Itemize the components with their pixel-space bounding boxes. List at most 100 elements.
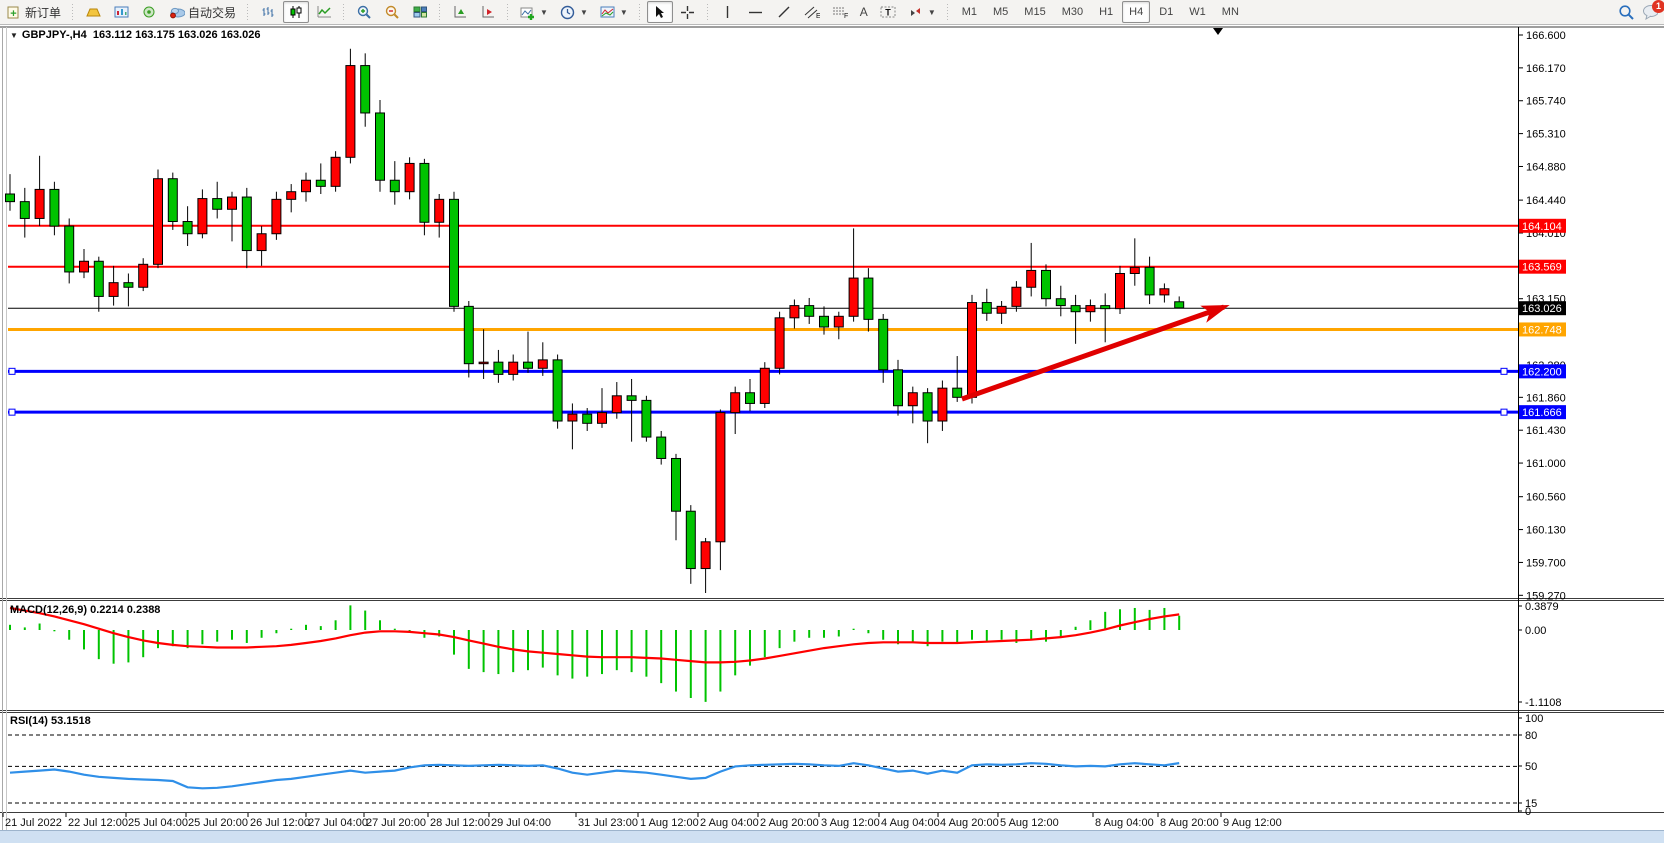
arrows-tool-button[interactable]: ▼ bbox=[903, 1, 941, 23]
chart-shift-button[interactable] bbox=[475, 1, 501, 23]
fibonacci-tool-button[interactable]: F bbox=[827, 1, 853, 23]
text-label-tool-button[interactable]: T bbox=[875, 1, 901, 23]
periods-button[interactable]: ▼ bbox=[555, 1, 593, 23]
horizontal-scrollbar[interactable] bbox=[0, 831, 1664, 843]
bar-chart-button[interactable] bbox=[255, 1, 281, 23]
auto-scroll-icon bbox=[452, 4, 468, 20]
timeframe-w1-button[interactable]: W1 bbox=[1189, 6, 1206, 18]
line-chart-button[interactable] bbox=[311, 1, 337, 23]
price-tick-label: 159.270 bbox=[1526, 590, 1566, 602]
text-tool-button[interactable]: A bbox=[855, 1, 873, 23]
tile-windows-button[interactable] bbox=[407, 1, 433, 23]
trendline-tool-button[interactable] bbox=[771, 1, 797, 23]
price-badge-label: 164.104 bbox=[1522, 221, 1562, 233]
chart-shift-marker-icon[interactable] bbox=[1213, 28, 1223, 35]
timeframe-m1-button[interactable]: M1 bbox=[961, 6, 978, 18]
equidistant-channel-tool-button[interactable]: E bbox=[799, 1, 825, 23]
candle-body bbox=[241, 196, 252, 252]
auto-trading-cloud-icon bbox=[169, 4, 186, 20]
auto-trading-button[interactable]: 自动交易 bbox=[164, 1, 241, 23]
toolbar-grip[interactable] bbox=[945, 4, 950, 20]
rsi-axis-label: 100 bbox=[1525, 713, 1543, 725]
candle-body bbox=[597, 412, 607, 424]
time-tick-label: 9 Aug 12:00 bbox=[1223, 817, 1282, 829]
time-tick-label: 29 Jul 04:00 bbox=[491, 817, 551, 829]
template-icon bbox=[600, 4, 616, 20]
zoom-in-button[interactable] bbox=[351, 1, 377, 23]
price-tick-label: 159.700 bbox=[1526, 557, 1566, 569]
collapse-marker-icon[interactable]: ▼ bbox=[10, 31, 18, 40]
candle-body bbox=[996, 305, 1007, 314]
line-handle[interactable] bbox=[1500, 408, 1508, 416]
price-tick-label: 160.560 bbox=[1526, 492, 1566, 504]
zoom-out-icon bbox=[384, 4, 400, 20]
toolbar-grip[interactable] bbox=[246, 4, 251, 20]
timeframe-m5-button[interactable]: M5 bbox=[993, 6, 1009, 18]
candle-body bbox=[907, 392, 918, 407]
toolbar-grip[interactable] bbox=[71, 4, 76, 20]
chat-icon[interactable]: 1 bbox=[1642, 0, 1664, 20]
chart-shift-icon bbox=[480, 4, 496, 20]
line-handle[interactable] bbox=[8, 367, 16, 375]
candle-body bbox=[5, 193, 15, 203]
timeframe-h1-button[interactable]: H1 bbox=[1099, 6, 1114, 18]
fibonacci-icon: F bbox=[832, 4, 848, 20]
time-tick-label: 25 Jul 04:00 bbox=[128, 817, 188, 829]
notification-badge: 1 bbox=[1652, 0, 1664, 13]
price-badge bbox=[1519, 405, 1566, 420]
time-tick-label: 5 Aug 12:00 bbox=[1000, 817, 1059, 829]
candle-body bbox=[375, 112, 385, 181]
candle-body bbox=[123, 282, 134, 288]
gold-button[interactable] bbox=[80, 1, 106, 23]
candle-body bbox=[730, 392, 741, 414]
templates-button[interactable]: ▼ bbox=[595, 1, 633, 23]
price-axis: 166.600 166.170 165.740 165.310 164.880 164.4… bbox=[1518, 30, 1566, 818]
toolbar-grip[interactable] bbox=[342, 4, 347, 20]
new-order-button[interactable]: + 新订单 bbox=[1, 1, 66, 23]
macd-axis-label: -1.1108 bbox=[1525, 697, 1562, 709]
timeframe-d1-button[interactable]: D1 bbox=[1159, 6, 1174, 18]
toolbar-grip[interactable] bbox=[705, 4, 710, 20]
timeframe-m15-button[interactable]: M15 bbox=[1024, 6, 1046, 18]
search-icon[interactable] bbox=[1618, 4, 1634, 20]
dropdown-caret-icon: ▼ bbox=[927, 7, 936, 17]
crosshair-icon bbox=[680, 4, 696, 20]
candle-body bbox=[360, 65, 371, 114]
candle-body bbox=[967, 302, 977, 398]
toolbar-grip[interactable] bbox=[506, 4, 511, 20]
horizontal-line-tool-button[interactable] bbox=[743, 1, 769, 23]
toolbar-grip[interactable] bbox=[637, 4, 642, 20]
auto-scroll-button[interactable] bbox=[447, 1, 473, 23]
price-tick-label: 161.860 bbox=[1526, 392, 1566, 404]
candle-body bbox=[19, 201, 30, 219]
trend-arrow[interactable] bbox=[961, 304, 1230, 402]
timeframe-h4-button[interactable]: H4 bbox=[1122, 1, 1151, 23]
line-handle[interactable] bbox=[1500, 367, 1508, 375]
price-badge-label: 163.569 bbox=[1522, 262, 1562, 274]
zoom-out-button[interactable] bbox=[379, 1, 405, 23]
vertical-line-tool-button[interactable] bbox=[715, 1, 741, 23]
time-tick-label: 28 Jul 12:00 bbox=[430, 817, 490, 829]
toolbar-grip[interactable] bbox=[438, 4, 443, 20]
crosshair-tool-button[interactable] bbox=[675, 1, 701, 23]
candle-body bbox=[611, 395, 622, 414]
price-badge bbox=[1519, 322, 1566, 337]
line-handle[interactable] bbox=[8, 408, 16, 416]
indicators-button[interactable]: ▼ bbox=[515, 1, 553, 23]
rsi-axis-label: 15 bbox=[1525, 798, 1537, 810]
price-badge-label: 162.200 bbox=[1522, 366, 1562, 378]
main-toolbar: + 新订单 自动交易 bbox=[0, 0, 1664, 25]
candle-body bbox=[759, 367, 770, 404]
candle-body bbox=[256, 233, 267, 252]
candlestick-chart-button[interactable] bbox=[283, 1, 310, 23]
market-window-button[interactable] bbox=[108, 1, 134, 23]
timeframe-mn-button[interactable]: MN bbox=[1221, 6, 1239, 18]
candle-body bbox=[286, 191, 297, 200]
price-badge bbox=[1519, 301, 1566, 316]
signals-button[interactable] bbox=[136, 1, 162, 23]
candle-body bbox=[774, 317, 785, 369]
price-badge bbox=[1519, 364, 1566, 379]
timeframe-m30-button[interactable]: M30 bbox=[1061, 6, 1084, 18]
cursor-tool-button[interactable] bbox=[646, 1, 673, 23]
